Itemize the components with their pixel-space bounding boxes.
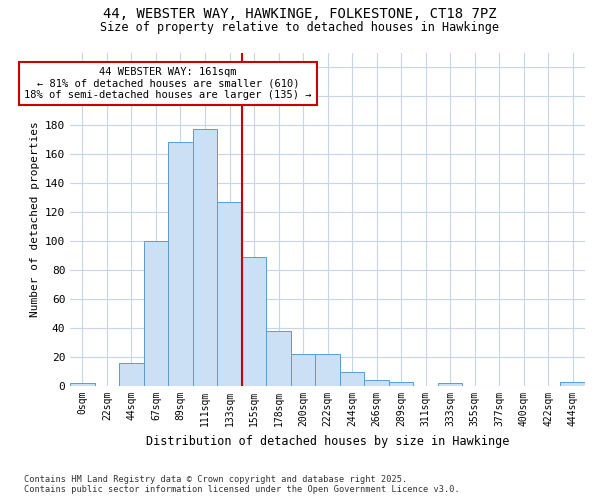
Bar — [242, 257, 266, 386]
X-axis label: Distribution of detached houses by size in Hawkinge: Distribution of detached houses by size … — [146, 434, 509, 448]
Bar — [217, 202, 242, 386]
Bar — [560, 382, 585, 386]
Bar — [266, 331, 291, 386]
Text: Size of property relative to detached houses in Hawkinge: Size of property relative to detached ho… — [101, 21, 499, 34]
Bar — [389, 382, 413, 386]
Bar — [316, 354, 340, 386]
Text: Contains HM Land Registry data © Crown copyright and database right 2025.
Contai: Contains HM Land Registry data © Crown c… — [24, 474, 460, 494]
Bar — [70, 383, 95, 386]
Bar — [340, 372, 364, 386]
Bar — [291, 354, 316, 386]
Bar — [144, 241, 168, 386]
Bar — [119, 363, 144, 386]
Bar — [193, 130, 217, 386]
Y-axis label: Number of detached properties: Number of detached properties — [29, 122, 40, 317]
Bar — [438, 383, 463, 386]
Bar — [168, 142, 193, 386]
Text: 44, WEBSTER WAY, HAWKINGE, FOLKESTONE, CT18 7PZ: 44, WEBSTER WAY, HAWKINGE, FOLKESTONE, C… — [103, 8, 497, 22]
Text: 44 WEBSTER WAY: 161sqm
← 81% of detached houses are smaller (610)
18% of semi-de: 44 WEBSTER WAY: 161sqm ← 81% of detached… — [25, 67, 312, 100]
Bar — [364, 380, 389, 386]
